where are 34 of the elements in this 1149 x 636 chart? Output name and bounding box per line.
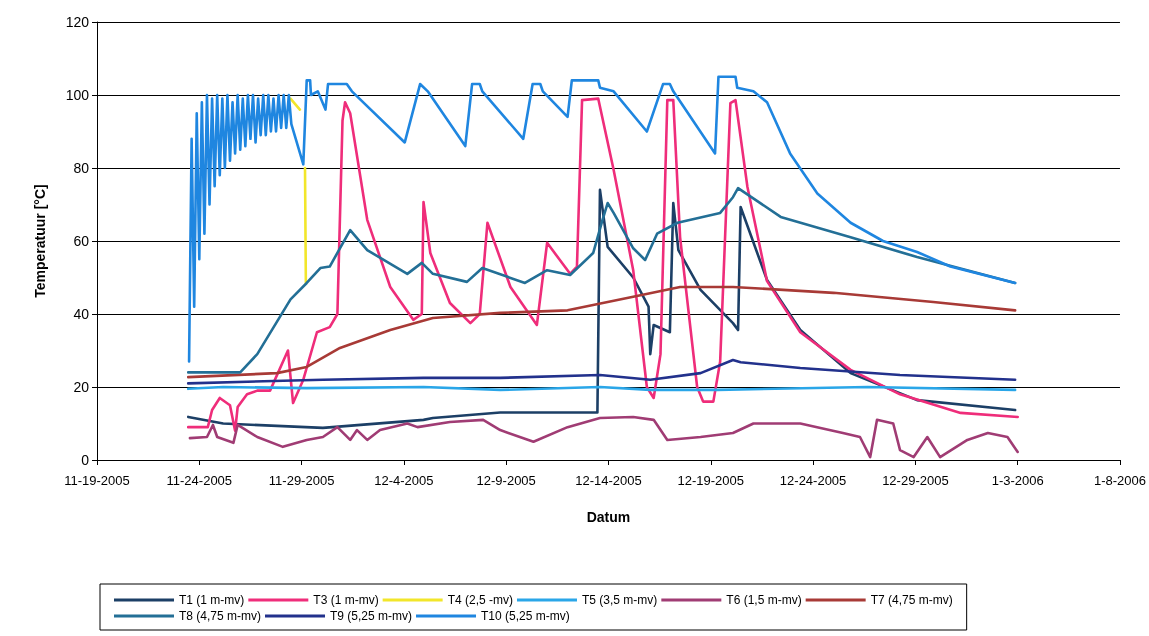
line-series	[186, 358, 1017, 385]
x-tick-label: 11-24-2005	[166, 473, 233, 488]
x-tick-label: 12-14-2005	[575, 473, 642, 488]
y-tick-label: 100	[65, 87, 90, 103]
legend-label: T10 (5,25 m-mv)	[481, 609, 570, 623]
x-tick-label: 12-19-2005	[677, 473, 745, 488]
legend-label: T1 (1 m-mv)	[179, 593, 245, 607]
legend-label: T3 (1 m-mv)	[313, 593, 379, 607]
line-series	[186, 285, 1017, 379]
x-tick-label: 12-4-2005	[374, 473, 434, 488]
x-tick-label: 12-24-2005	[779, 473, 847, 488]
legend-label: T5 (3,5 m-mv)	[581, 593, 658, 607]
legend-label: T8 (4,75 m-mv)	[179, 609, 262, 623]
x-tick-label: 12-29-2005	[882, 473, 949, 488]
line-series	[188, 415, 1019, 459]
line-series	[187, 75, 1017, 363]
x-axis-title: Datum	[586, 509, 631, 525]
y-tick-label: 0	[81, 452, 90, 468]
y-tick-label: 40	[73, 306, 90, 322]
x-tick-label: 11-29-2005	[268, 473, 335, 488]
x-tick-label: 1-8-2006	[1093, 473, 1146, 488]
y-tick-label: 120	[65, 14, 90, 30]
x-tick-label: 11-19-2005	[64, 473, 130, 488]
y-tick-label: 80	[73, 160, 90, 176]
y-tick-label: 60	[73, 233, 90, 249]
y-tick-label: 20	[73, 379, 90, 395]
y-axis-title: Temperatuur [°C]	[32, 184, 48, 298]
line-series	[186, 97, 1019, 433]
legend-label: T4 (2,5 -mv)	[447, 593, 513, 607]
legend-label: T9 (5,25 m-mv)	[330, 609, 413, 623]
legend-label: T6 (1,5 m-mv)	[726, 593, 802, 607]
x-tick-label: 1-3-2006	[991, 473, 1044, 488]
x-tick-label: 12-9-2005	[476, 473, 536, 488]
legend-label: T7 (4,75 m-mv)	[870, 593, 953, 607]
